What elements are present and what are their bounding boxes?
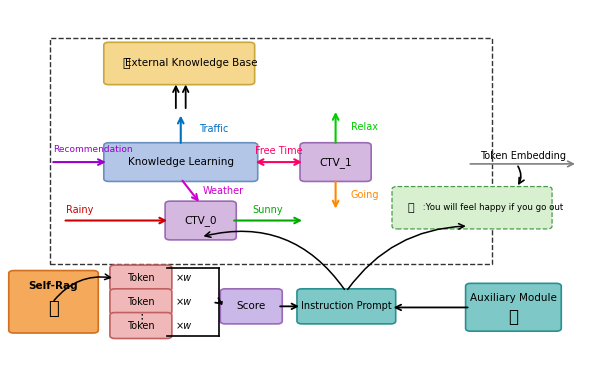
Text: CTV_1: CTV_1 (319, 157, 352, 167)
FancyBboxPatch shape (104, 42, 254, 85)
Text: CTV_0: CTV_0 (184, 215, 217, 226)
FancyBboxPatch shape (110, 289, 172, 315)
Text: 🧠: 🧠 (48, 300, 59, 318)
Text: External Knowledge Base: External Knowledge Base (125, 59, 257, 68)
Text: Free Time: Free Time (255, 146, 302, 156)
Text: 🎓: 🎓 (122, 57, 129, 70)
Text: Traffic: Traffic (199, 124, 229, 134)
Text: Weather: Weather (203, 186, 244, 196)
Text: Knowledge Learning: Knowledge Learning (128, 157, 233, 167)
Text: Instruction Prompt: Instruction Prompt (301, 301, 392, 311)
Text: Sunny: Sunny (253, 205, 283, 215)
Text: Token: Token (127, 273, 155, 283)
FancyBboxPatch shape (392, 187, 552, 229)
Text: Rainy: Rainy (66, 205, 93, 215)
Text: Score: Score (237, 301, 266, 311)
Text: Auxiliary Module: Auxiliary Module (470, 293, 557, 303)
FancyBboxPatch shape (110, 265, 172, 291)
Text: ⋮: ⋮ (135, 313, 147, 326)
Text: Token: Token (127, 297, 155, 307)
FancyBboxPatch shape (221, 289, 282, 324)
Text: Token: Token (127, 321, 155, 330)
Text: Going: Going (351, 190, 379, 200)
Text: 🔧: 🔧 (508, 308, 519, 326)
FancyBboxPatch shape (300, 143, 371, 181)
Text: ×w: ×w (176, 297, 192, 307)
Text: 👤: 👤 (407, 203, 414, 213)
FancyBboxPatch shape (110, 312, 172, 339)
FancyBboxPatch shape (165, 201, 237, 240)
FancyBboxPatch shape (466, 283, 561, 331)
Text: Recommendation: Recommendation (54, 145, 133, 154)
Text: Self-Rag: Self-Rag (29, 281, 78, 291)
FancyBboxPatch shape (104, 143, 257, 181)
Text: Token Embedding: Token Embedding (480, 151, 565, 160)
Text: :You will feel happy if you go out: :You will feel happy if you go out (420, 203, 564, 212)
Text: Relax: Relax (351, 123, 378, 132)
FancyBboxPatch shape (297, 289, 395, 324)
FancyBboxPatch shape (9, 270, 99, 333)
Text: ×w: ×w (176, 273, 192, 283)
Text: ×w: ×w (176, 321, 192, 330)
